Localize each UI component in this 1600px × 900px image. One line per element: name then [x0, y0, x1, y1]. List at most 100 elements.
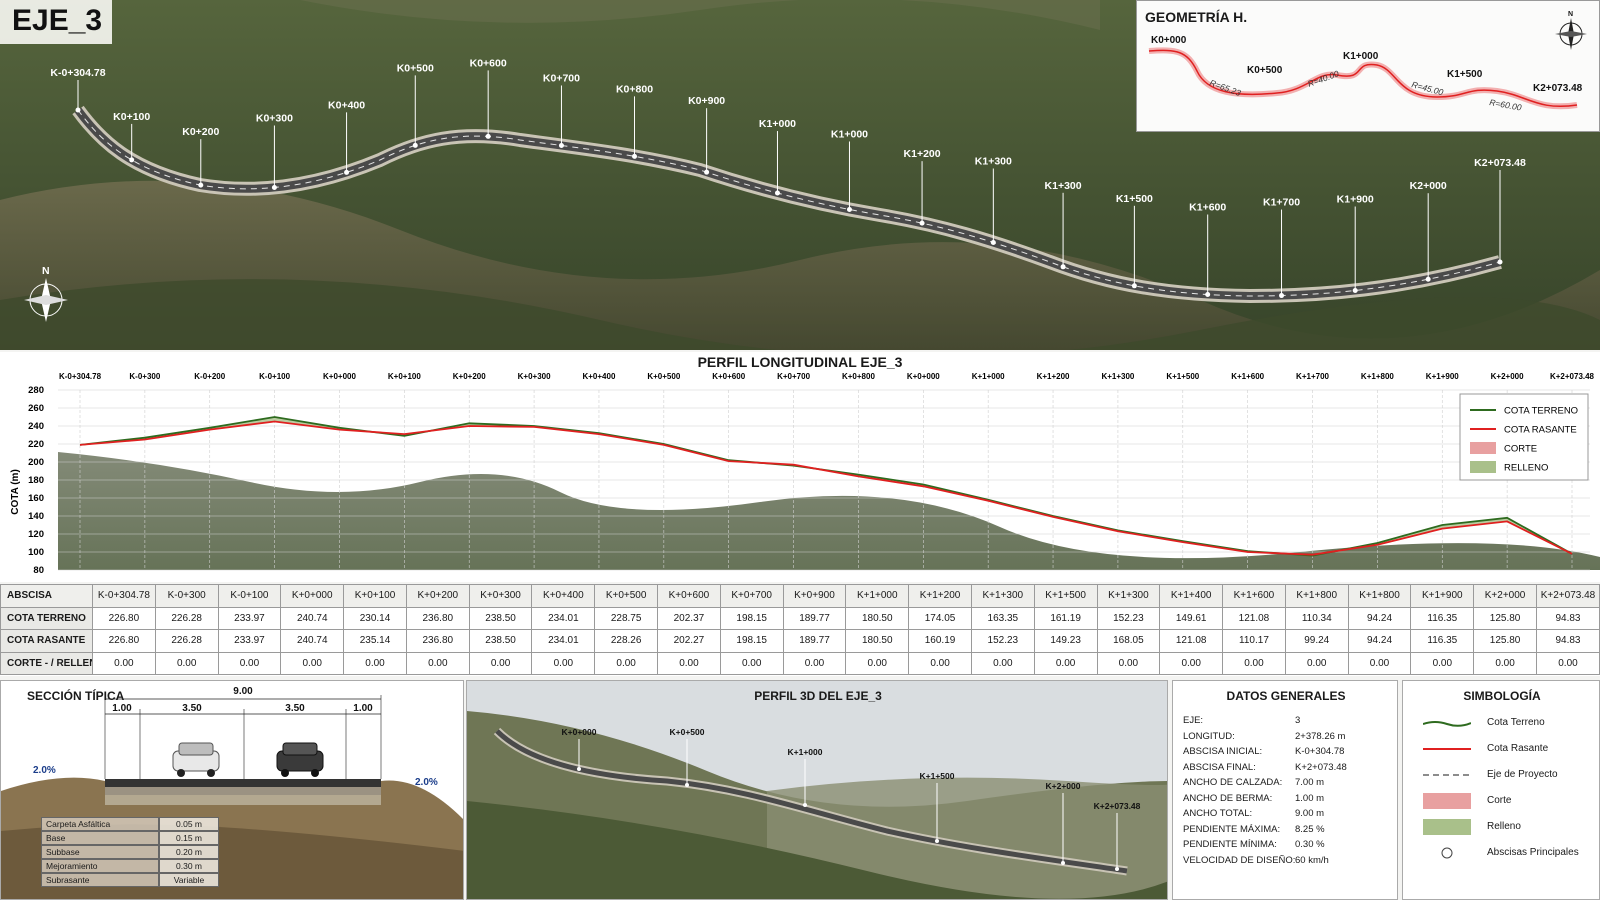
- section-width-berm-right: 1.00: [353, 703, 373, 714]
- aerial-station-dot: [1497, 259, 1503, 265]
- axis-dashed-icon: [1423, 767, 1471, 783]
- aerial-station-label: K1+900: [1337, 193, 1374, 205]
- geometry-radius-label: R=40.00: [1306, 68, 1340, 89]
- symbology-label: Abscisas Principales: [1487, 847, 1579, 858]
- aerial-station-dot: [774, 190, 780, 196]
- table-cell: K+1+900: [1410, 584, 1475, 608]
- aerial-station-dot: [919, 220, 925, 226]
- table-cell: 189.77: [782, 606, 847, 630]
- profile-station-label: K+0+000: [323, 372, 356, 381]
- terrain-line-icon: [1422, 715, 1472, 731]
- table-cell: 238.50: [468, 629, 533, 653]
- profile-station-label: K+0+600: [712, 372, 745, 381]
- table-cell: 161.19: [1033, 606, 1098, 630]
- geometry-station-label: K0+000: [1151, 35, 1187, 46]
- datos-value: 60 km/h: [1295, 854, 1329, 866]
- table-cell: K+0+000: [280, 584, 345, 608]
- table-cell: 0.00: [970, 651, 1035, 675]
- profile-station-label: K+0+700: [777, 372, 810, 381]
- layer-thickness: 0.05 m: [159, 817, 219, 831]
- aerial-station-dot: [344, 169, 350, 175]
- longitudinal-profile: PERFIL LONGITUDINAL EJE_3 K-0+304.78 K-0+…: [0, 352, 1600, 582]
- station-circle-icon: [1423, 845, 1471, 861]
- table-cell: 226.80: [92, 629, 156, 653]
- profile-station-label: K+0+100: [388, 372, 421, 381]
- table-cell: 0.00: [845, 651, 910, 675]
- table-cell: 198.15: [719, 629, 784, 653]
- data-table: ABSCISA K-0+304.78 K-0+300 K-0+100 K+0+000 K+…: [0, 584, 1600, 675]
- table-cell: 99.24: [1284, 629, 1349, 653]
- p3d-station-label: K+1+000: [788, 747, 823, 757]
- y-tick-label: 140: [28, 511, 44, 522]
- table-cell: 228.26: [594, 629, 659, 653]
- table-cell: 189.77: [782, 629, 847, 653]
- profile-station-label: K-0+200: [194, 372, 225, 381]
- datos-key: PENDIENTE MÍNIMA:: [1183, 839, 1277, 850]
- table-cell: 149.61: [1159, 606, 1224, 630]
- legend-swatch: [1470, 461, 1496, 473]
- aerial-station-label: K1+500: [1116, 193, 1153, 205]
- table-cell: 94.83: [1535, 629, 1600, 653]
- profile-station-label: K+0+400: [582, 372, 615, 381]
- geometry-radius-label: R=60.00: [1489, 97, 1523, 113]
- table-cell: K+1+500: [1033, 584, 1098, 608]
- datos-value: 9.00 m: [1295, 808, 1325, 819]
- aerial-station-label: K0+900: [688, 95, 725, 107]
- compass-icon: N: [1555, 11, 1587, 50]
- table-cell: 234.01: [531, 606, 596, 630]
- table-cell: 226.28: [154, 629, 219, 653]
- north-arrow-icon: N: [24, 265, 68, 322]
- datos-value: 8.25 %: [1295, 823, 1325, 835]
- profile-legend: COTA TERRENO COTA RASANTE CORTE RELLENO: [1459, 393, 1589, 481]
- slope-left-label: 2.0%: [33, 765, 56, 776]
- table-cell: 0.00: [92, 651, 156, 675]
- table-cell: 0.00: [1222, 651, 1286, 675]
- profile-station-label: K-0+100: [259, 372, 290, 381]
- table-cell: 233.97: [217, 629, 282, 653]
- y-tick-label: 280: [28, 385, 44, 396]
- datos-key: ABSCISA INICIAL:: [1183, 746, 1263, 757]
- simb-title: SIMBOLOGÍA: [1463, 689, 1541, 703]
- aerial-station-dot: [1060, 264, 1066, 270]
- profile-station-label: K+1+800: [1361, 372, 1394, 381]
- p3d-station-label: K+0+000: [562, 727, 597, 737]
- legend-symbology: SIMBOLOGÍA Cota Terreno Cota Rasante Eje d…: [1402, 680, 1600, 900]
- profile-station-label: K+0+500: [647, 372, 680, 381]
- legend-swatch: [1470, 442, 1496, 454]
- aerial-station-label: K1+000: [759, 118, 796, 130]
- aerial-station-dot: [271, 185, 277, 191]
- table-cell: 0.00: [1347, 651, 1412, 675]
- table-cell: K+1+800: [1284, 584, 1349, 608]
- table-cell: K+0+900: [782, 584, 847, 608]
- geometry-plan: K0+000 K0+500 K1+000 K1+500 K2+073.48 R=65.23…: [1148, 11, 1587, 113]
- table-cell: 240.74: [280, 629, 345, 653]
- p3d-station-label: K+2+000: [1046, 781, 1081, 791]
- profile-station-label: K+0+800: [842, 372, 875, 381]
- profile-station-label: K+0+000: [907, 372, 940, 381]
- table-row-label: CORTE - / RELLENO +: [0, 651, 93, 675]
- section-total-width: 9.00: [233, 686, 253, 697]
- table-cell: 160.19: [908, 629, 972, 653]
- datos-value: 1.00 m: [1295, 792, 1325, 804]
- table-cell: 236.80: [405, 629, 470, 653]
- table-cell: K+0+300: [468, 584, 533, 608]
- y-tick-label: 200: [28, 457, 44, 468]
- series-cota-rasante: [79, 420, 1573, 556]
- geometry-inset: GEOMETRÍA H. K0+000 K0+500 K1+000 K1+500 K2+…: [1136, 0, 1600, 132]
- general-data: DATOS GENERALES EJE: 3 LONGITUD: 2+378.26 m…: [1172, 680, 1398, 900]
- slope-right-label: 2.0%: [415, 777, 438, 788]
- profile-station-label: K+1+500: [1166, 372, 1199, 381]
- legend-entry: CORTE: [1504, 444, 1537, 455]
- table-cell: 0.00: [531, 651, 596, 675]
- datos-value: 0.30 %: [1295, 839, 1325, 850]
- table-cell: K+2+073.48: [1535, 584, 1600, 608]
- aerial-station-label: K1+700: [1263, 197, 1300, 209]
- section-layer-row: Base 0.15 m: [41, 831, 219, 845]
- aerial-station-dot: [1352, 287, 1358, 293]
- layer-name: Carpeta Asfáltica: [41, 817, 159, 831]
- table-cell: 0.00: [908, 651, 972, 675]
- geometry-station-label: K0+500: [1247, 65, 1283, 76]
- datos-key: ANCHO DE BERMA:: [1183, 792, 1273, 804]
- profile-station-label: K+1+700: [1296, 372, 1329, 381]
- section-width-berm-left: 1.00: [112, 703, 132, 714]
